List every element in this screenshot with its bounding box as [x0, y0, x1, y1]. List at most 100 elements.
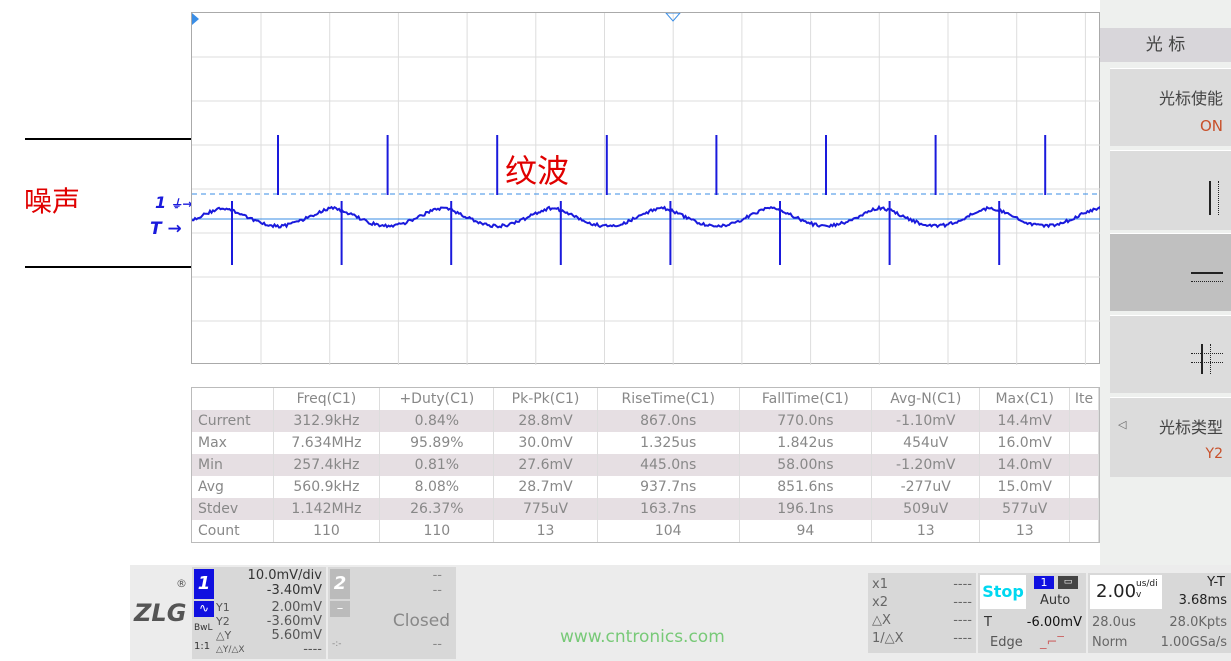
zlg-logo: ZLG [134, 599, 186, 627]
sample-points: 28.0Kpts [1169, 615, 1227, 630]
table-cell: 110 [273, 520, 380, 542]
table-cell: 577uV [980, 498, 1070, 520]
x1-value: ---- [953, 576, 972, 594]
ch1-panel[interactable]: 1 10.0mV/div -3.40mV ∿ BwL 1:1 Y1 Y2 △Y … [192, 567, 326, 659]
table-row: Avg 560.9kHz 8.08% 28.7mV 937.7ns 851.6ns -277… [192, 476, 1099, 498]
table-row: Min 257.4kHz 0.81% 27.6mV 445.0ns 58.00ns -1.2… [192, 454, 1099, 476]
table-cell: 104 [597, 520, 739, 542]
table-cell: 14.0mV [980, 454, 1070, 476]
ch1-marker-label: 1 [155, 193, 166, 212]
table-cell: 163.7ns [597, 498, 739, 520]
table-cell: 94 [739, 520, 871, 542]
status-bar: ZLG ® 1 10.0mV/div -3.40mV ∿ BwL 1:1 Y1 … [130, 565, 1231, 661]
column-header: Pk-Pk(C1) [494, 388, 597, 410]
row-label: Stdev [192, 498, 273, 520]
table-cell: 28.8mV [494, 410, 597, 432]
ch2-extra: -- [433, 637, 442, 652]
ground-arrow-icon: ⏚→ [166, 197, 192, 211]
table-cell [1070, 432, 1099, 454]
vertical-cursors-icon [1209, 181, 1219, 215]
table-cell: 775uV [494, 498, 597, 520]
ch2-minus: – [330, 601, 350, 617]
timebase-value: 2.00 [1096, 581, 1136, 602]
ch2-panel[interactable]: 2 -- -- – Closed -:- -- [328, 567, 456, 659]
run-stop-button[interactable]: Stop [980, 575, 1026, 609]
rising-edge-icon: _⌐‾ [1040, 635, 1064, 650]
x2-value: ---- [953, 594, 972, 612]
ch1-bandwidth-limit: BwL [194, 623, 213, 633]
table-cell: 13 [494, 520, 597, 542]
table-cell: 560.9kHz [273, 476, 380, 498]
x-cursor-panel: x1 x2 △X 1/△X ---- ---- ---- ---- [868, 573, 976, 653]
row-label: Count [192, 520, 273, 542]
dc-coupling-icon: ▭ [1058, 576, 1078, 589]
horizontal-cursors-icon [1191, 272, 1223, 282]
horizontal-cursors-button[interactable] [1110, 233, 1231, 311]
cursor-enable-label: 光标使能 [1110, 85, 1223, 109]
trigger-delay: 3.68ms [1179, 593, 1227, 608]
trigger-level-marker[interactable]: T → [150, 219, 182, 239]
dy-value: 5.60mV [267, 629, 322, 643]
column-header: FallTime(C1) [739, 388, 871, 410]
ch2-badge: 2 [330, 569, 350, 599]
noise-label: 噪声 [24, 180, 80, 220]
cursor-type-label: 光标类型 [1110, 414, 1223, 438]
dydx-value: ---- [267, 643, 322, 657]
table-cell: 14.4mV [980, 410, 1070, 432]
table-cell: 8.08% [380, 476, 494, 498]
table-cell: 196.1ns [739, 498, 871, 520]
table-cell: 867.0ns [597, 410, 739, 432]
registered-icon: ® [176, 577, 187, 590]
dx-value: ---- [953, 612, 972, 630]
sample-rate: 1.00GSa/s [1161, 635, 1227, 650]
table-row: Stdev 1.142MHz 26.37% 775uV 163.7ns 196.1ns 50… [192, 498, 1099, 520]
y1-label: Y1 [216, 601, 245, 615]
column-header: +Duty(C1) [380, 388, 494, 410]
cursor-side-menu: 光 标 光标使能 ON ◁ 光标类型 Y2 [1100, 0, 1231, 565]
cursor-type-value: Y2 [1110, 446, 1223, 462]
cross-cursors-button[interactable] [1110, 315, 1231, 393]
x1-label: x1 [872, 576, 904, 594]
table-cell: 445.0ns [597, 454, 739, 476]
y1-value: 2.00mV [267, 601, 322, 615]
table-cell: -277uV [872, 476, 980, 498]
vertical-cursors-button[interactable] [1110, 150, 1231, 230]
measurement-table: Freq(C1) +Duty(C1) Pk-Pk(C1) RiseTime(C1) Fa… [191, 387, 1100, 543]
ch2-offset: -- [433, 583, 442, 598]
table-cell: 1.142MHz [273, 498, 380, 520]
table-cell: 27.6mV [494, 454, 597, 476]
waveform-display[interactable] [191, 12, 1100, 364]
trigger-panel[interactable]: Stop 1 ▭ Auto T -6.00mV Edge _⌐‾ [978, 573, 1086, 653]
cross-cursors-icon [1191, 344, 1223, 374]
timebase-panel[interactable]: 2.00 us/div Y-T 3.68ms 28.0us 28.0Kpts N… [1088, 573, 1231, 653]
ch2-coupling: -:- [332, 639, 342, 649]
column-header: Avg-N(C1) [872, 388, 980, 410]
watermark: www.cntronics.com [560, 627, 725, 647]
cursor-enable-button[interactable]: 光标使能 ON [1110, 68, 1231, 146]
cursor-type-button[interactable]: ◁ 光标类型 Y2 [1110, 397, 1231, 477]
trigger-mode: Auto [1040, 593, 1070, 608]
table-row: Current 312.9kHz 0.84% 28.8mV 867.0ns 770.0ns… [192, 410, 1099, 432]
table-cell: 851.6ns [739, 476, 871, 498]
inv-dx-value: ---- [953, 630, 972, 648]
ripple-trace [192, 207, 1101, 228]
acquisition-mode: Norm [1092, 635, 1127, 650]
timebase-scale[interactable]: 2.00 us/div [1090, 575, 1162, 609]
ch1-wave-icon: ∿ [194, 601, 214, 617]
y2-label: Y2 [216, 615, 245, 629]
trigger-position-icon [192, 13, 199, 25]
ch1-ground-marker[interactable]: 1 ⏚→ [155, 193, 192, 212]
table-cell: 13 [980, 520, 1070, 542]
column-header [192, 388, 273, 410]
table-cell [1070, 476, 1099, 498]
dydx-label: △Y/△X [216, 643, 245, 657]
table-cell: 1.842us [739, 432, 871, 454]
table-cell: 28.7mV [494, 476, 597, 498]
table-cell: 13 [872, 520, 980, 542]
trigger-level: -6.00mV [1027, 615, 1082, 630]
menu-title: 光 标 [1100, 28, 1231, 62]
column-header: Max(C1) [980, 388, 1070, 410]
inv-dx-label: 1/△X [872, 630, 904, 648]
dy-label: △Y [216, 629, 245, 643]
trigger-type: Edge [990, 635, 1023, 650]
